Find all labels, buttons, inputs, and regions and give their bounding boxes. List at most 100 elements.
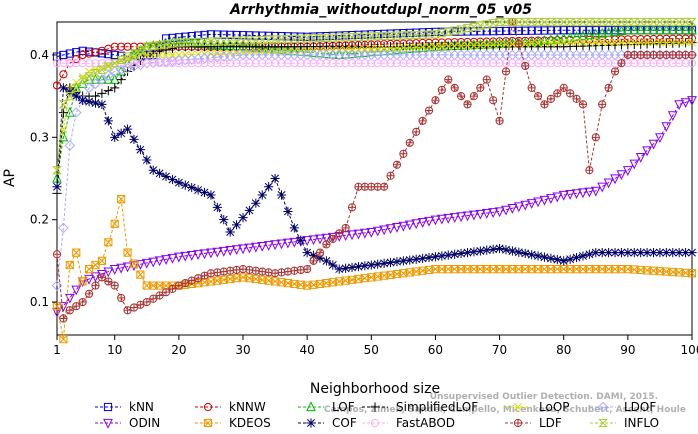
- data-point: [489, 59, 498, 68]
- data-point: [392, 160, 402, 169]
- data-point: [553, 38, 562, 47]
- data-point: [322, 31, 331, 41]
- data-point: [488, 244, 498, 254]
- data-point: [148, 41, 159, 50]
- data-point: [591, 26, 600, 35]
- data-point: [167, 253, 178, 264]
- data-point: [379, 258, 389, 268]
- data-point: [155, 168, 165, 178]
- data-point: [303, 265, 312, 274]
- data-point: [135, 145, 145, 155]
- data-point: [335, 229, 344, 238]
- data-point: [231, 36, 242, 45]
- data-point: [116, 75, 126, 85]
- data-point: [546, 253, 556, 263]
- data-point: [668, 248, 678, 258]
- data-point: [270, 173, 280, 184]
- data-point: [444, 75, 453, 84]
- data-point: [482, 41, 491, 50]
- data-point: [373, 44, 382, 53]
- data-point: [103, 267, 114, 278]
- data-point: [456, 59, 466, 68]
- data-point: [180, 251, 191, 262]
- data-point: [475, 246, 485, 256]
- data-point: [405, 138, 414, 147]
- data-point: [392, 257, 402, 267]
- data-point: [186, 251, 197, 261]
- data-point: [366, 260, 376, 270]
- data-point: [206, 190, 216, 200]
- data-point: [84, 274, 94, 285]
- data-point: [591, 38, 600, 47]
- data-point: [250, 42, 261, 52]
- data-point: [681, 59, 690, 68]
- data-point: [680, 98, 691, 109]
- data-point: [610, 67, 620, 76]
- data-point: [668, 59, 677, 68]
- data-point: [540, 39, 549, 48]
- x-tick-label: 100: [681, 343, 698, 357]
- data-point: [476, 59, 485, 68]
- data-point: [315, 248, 325, 257]
- data-point: [648, 139, 659, 150]
- legend-marker: [306, 418, 316, 428]
- legend-label: LDOF: [624, 400, 656, 414]
- data-point: [72, 59, 81, 68]
- data-point: [219, 215, 229, 225]
- data-point: [489, 40, 498, 49]
- data-point: [604, 59, 613, 68]
- data-point: [334, 33, 345, 42]
- data-point: [655, 38, 664, 47]
- data-point: [443, 213, 454, 224]
- data-point: [687, 24, 697, 35]
- data-point: [347, 262, 357, 273]
- data-point: [167, 174, 178, 185]
- data-point: [463, 59, 472, 68]
- data-point: [469, 210, 479, 221]
- data-point: [91, 281, 100, 290]
- data-point: [129, 134, 139, 144]
- legend-item-LOF: LOF: [298, 400, 355, 414]
- data-point: [174, 33, 183, 42]
- data-point: [360, 59, 369, 68]
- data-point: [527, 26, 536, 35]
- data-point: [552, 192, 563, 203]
- data-point: [636, 38, 645, 47]
- data-point: [367, 59, 376, 68]
- data-point: [610, 174, 620, 185]
- data-point: [348, 45, 357, 54]
- series-line-KDEOS: [56, 198, 693, 340]
- data-point: [168, 50, 177, 59]
- data-point: [559, 59, 568, 68]
- data-point: [70, 107, 82, 118]
- data-point: [584, 187, 595, 198]
- data-point: [193, 250, 204, 260]
- data-point: [501, 59, 511, 68]
- data-point: [77, 75, 88, 84]
- legend-marker: [203, 402, 213, 412]
- data-point: [488, 208, 499, 218]
- legend-label: FastABOD: [396, 416, 455, 430]
- series-INFLO: [52, 17, 697, 175]
- data-point: [533, 59, 543, 68]
- data-point: [289, 45, 300, 56]
- data-point: [385, 31, 396, 40]
- data-point: [603, 17, 614, 27]
- legend-marker: [514, 403, 522, 411]
- data-point: [64, 293, 75, 304]
- data-point: [167, 43, 178, 53]
- legend-label: LDF: [539, 416, 562, 430]
- data-point: [623, 17, 633, 27]
- data-point: [380, 182, 389, 191]
- data-point: [392, 59, 402, 68]
- data-point: [251, 31, 260, 40]
- data-point: [616, 170, 627, 181]
- data-point: [462, 211, 473, 222]
- data-point: [58, 108, 69, 118]
- series-line-INFLO: [56, 21, 692, 171]
- data-point: [546, 59, 555, 68]
- legend-item-kNNW: kNNW: [195, 400, 266, 414]
- data-point: [642, 24, 653, 35]
- legend-label: LoOP: [539, 400, 570, 414]
- legend-label: LOF: [332, 400, 355, 414]
